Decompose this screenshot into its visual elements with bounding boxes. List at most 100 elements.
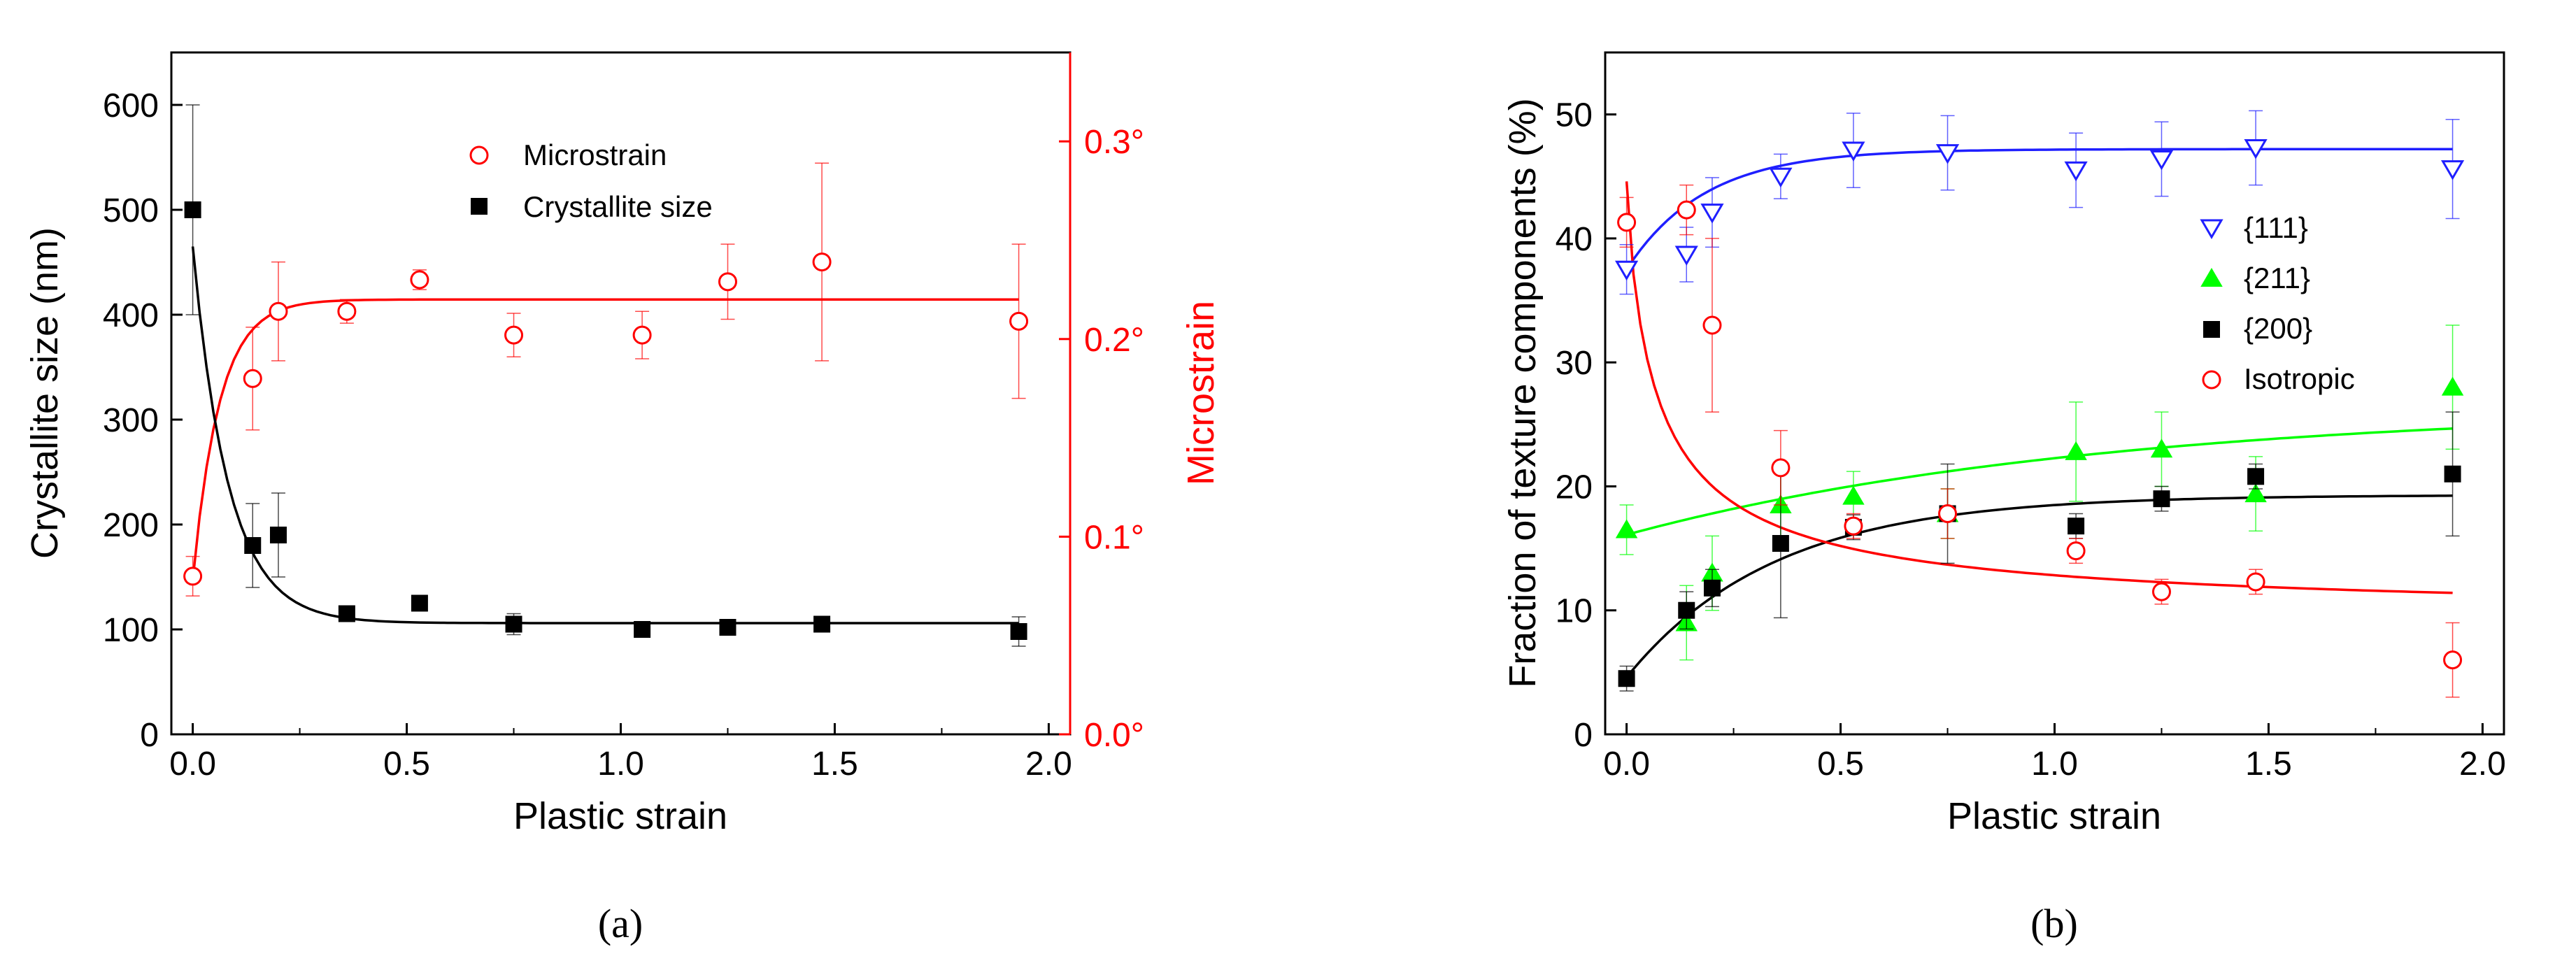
panel-b-y-tick-label: 40 (1556, 221, 1593, 258)
panel-b-111-point (2149, 150, 2174, 171)
panel-b-211-fit-line (1626, 427, 2453, 536)
panel-b-y-tick-label: 50 (1556, 97, 1593, 134)
panel-b-y-axis-title: Fraction of texture components (%) (1502, 98, 1544, 687)
panel-a-legend: Microstrain Crystallite size (469, 138, 713, 223)
panel-b-111-fit-line (1625, 148, 2453, 271)
panel-b-211-point (1615, 519, 1638, 539)
panel-a-crystallite-size-point (411, 594, 428, 612)
panel-b-plot-frame (1604, 51, 2505, 736)
panel-a-crystallite-size-fit-line (191, 246, 1019, 625)
legend-crystallite-label: Crystallite size (523, 190, 713, 223)
panel-a-microstrain-point (410, 270, 429, 290)
panel-a-crystallite-size-point (269, 527, 287, 543)
panel-a-y-tick-label: 300 (103, 402, 159, 439)
legend-isotropic-label: Isotropic (2244, 362, 2355, 395)
panel-b-111-point (2440, 160, 2465, 180)
panel-b-x-tick-label: 0.5 (1817, 746, 1864, 783)
panel-b-200-point (1703, 579, 1721, 597)
legend-111-marker (2200, 219, 2223, 239)
panel-b-isotropic-point (1617, 213, 1637, 232)
panel-a-crystallite-size-point (634, 621, 651, 638)
panel-a-x-tick-label: 2.0 (1025, 746, 1072, 783)
legend-200-label: {200} (2244, 312, 2312, 345)
panel-a-microstrain-point (504, 325, 524, 345)
panel-a-crystallite-size-point (338, 605, 355, 622)
panel-a-microstrain-point (632, 325, 652, 345)
panel-b-y-tick-label: 20 (1556, 469, 1593, 506)
panel-b-isotropic-point (2443, 650, 2463, 670)
panel-b-111-point (1842, 141, 1865, 162)
legend-microstrain-label: Microstrain (523, 138, 667, 171)
panel-b-211-point (2244, 483, 2267, 503)
panel-b-x-tick-label: 1.5 (2245, 746, 2292, 783)
panel-b-211-point (2150, 438, 2173, 458)
panel-a-y2-axis-title: Microstrain (1180, 301, 1222, 485)
legend-microstrain-marker (469, 145, 489, 165)
panel-b-200-point (1772, 535, 1789, 552)
panel-b-isotropic-point (2151, 582, 2171, 601)
legend-211-marker (2200, 268, 2223, 287)
panel-a-y-axis-title: Crystallite size (nm) (24, 227, 66, 559)
panel-b-200-point (2153, 490, 2170, 508)
panel-b-chart: 0.0 0.5 1.0 1.5 2.0 0 10 20 30 40 50 Plastic strai… (1502, 51, 2506, 946)
panel-b-y-tick-label: 10 (1556, 593, 1593, 630)
panel-b-211-point (2441, 376, 2464, 396)
panel-a-crystallite-size-point (244, 537, 262, 554)
panel-b-x-axis-title: Plastic strain (1947, 795, 2161, 837)
panel-b-200-fit-line (1625, 494, 2453, 678)
panel-a-y-tick-label: 600 (103, 87, 159, 124)
legend-200-marker (2203, 321, 2220, 338)
panel-a-microstrain-point (183, 566, 203, 586)
panel-b-111-point (1769, 167, 1793, 188)
panel-b-x-tick-label: 2.0 (2459, 746, 2506, 783)
panel-a-microstrain-point (718, 272, 737, 292)
panel-b-111-point (1700, 204, 1724, 224)
panel-a-x-tick-label: 1.5 (811, 746, 858, 783)
panel-a-y-tick-label: 100 (103, 612, 159, 649)
panel-a-microstrain-point (812, 252, 832, 272)
panel-a-microstrain-point (1009, 311, 1029, 331)
panel-a-microstrain-point (243, 369, 262, 388)
panel-b-111-point (1935, 144, 1960, 164)
panel-b-legend: {111} {211} {200} Isotropic (2200, 211, 2355, 395)
legend-isotropic-marker (2202, 370, 2221, 390)
legend-111-label: {111} (2244, 211, 2308, 244)
panel-a-crystallite-size-point (1010, 623, 1027, 640)
panel-a-microstrain-fit-line (191, 298, 1019, 580)
panel-b-200-point (2068, 518, 2085, 535)
panel-a-y2-tick-label: 0.2° (1084, 322, 1144, 359)
panel-a-y2-tick-label: 0.3° (1084, 124, 1144, 161)
panel-a-crystallite-size-point (813, 615, 831, 633)
panel-b-211-point (1842, 485, 1865, 505)
panel-b-isotropic-point (1677, 200, 1696, 220)
panel-a-y2-tick-label: 0.0° (1084, 717, 1144, 754)
panel-b-isotropic-point (1702, 315, 1722, 335)
panel-a-x-tick-label: 0.5 (383, 746, 430, 783)
panel-b-111-point (2244, 139, 2268, 159)
panel-b-isotropic-point (1771, 458, 1791, 478)
panel-b-isotropic-point (1938, 504, 1958, 523)
panel-b-111-point (1674, 245, 1698, 266)
panel-b-isotropic-point (2066, 541, 2086, 561)
panel-b-x-tick-label: 0.0 (1603, 746, 1650, 783)
panel-b-y-tick-label: 30 (1556, 345, 1593, 382)
panel-a-y2-tick-label: 0.1° (1084, 519, 1144, 556)
panel-a-chart: 0.0 0.5 1.0 1.5 2.0 0 100 200 300 400 500 600 0.0° 0.… (24, 51, 1222, 946)
panel-b-200-point (2444, 465, 2461, 483)
panel-b-isotropic-fit-line (1625, 181, 2453, 594)
panel-b-200-point (2247, 468, 2265, 485)
panel-a-crystallite-size-point (184, 201, 201, 218)
panel-b-200-point (1618, 670, 1635, 687)
panel-a-x-tick-label: 0.0 (169, 746, 216, 783)
panel-b-x-tick-label: 1.0 (2031, 746, 2078, 783)
panel-b-211-point (2065, 441, 2087, 460)
panel-a-x-axis-title: Plastic strain (513, 795, 727, 837)
panel-b-isotropic-point (2246, 572, 2265, 592)
panel-a-y-tick-label: 200 (103, 507, 159, 544)
panel-a-crystallite-size-point (719, 619, 736, 636)
panel-a-microstrain-point (337, 301, 357, 321)
panel-b-111-point (2064, 161, 2088, 182)
panel-a-microstrain-point (269, 301, 288, 321)
legend-crystallite-marker (471, 198, 488, 215)
